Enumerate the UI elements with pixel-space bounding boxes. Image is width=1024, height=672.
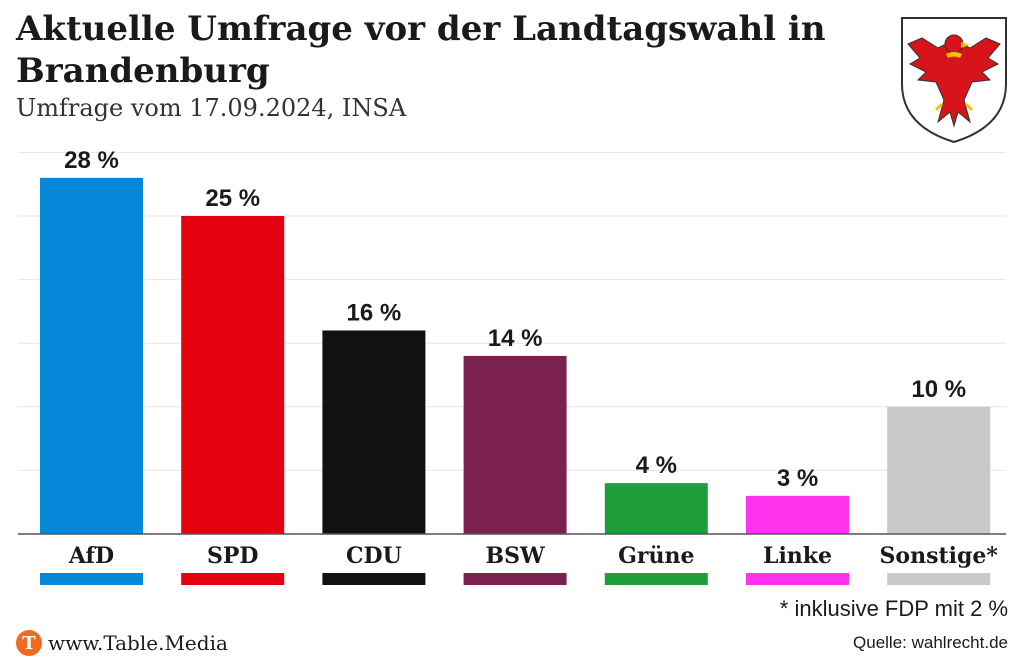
legend-swatch-5 [746,573,849,585]
value-label: 16 % [347,299,402,326]
table-media-logo-icon: T [16,630,42,656]
legend-swatch-0 [40,573,143,585]
legend-swatch-1 [181,573,285,585]
brandenburg-coat-of-arms-icon [901,17,1007,144]
category-label: SPD [207,543,259,569]
legend-swatch-6 [887,573,991,585]
bar-3 [463,355,567,534]
value-label: 14 % [488,325,543,352]
brand[interactable]: T www.Table.Media [16,630,228,656]
legend-swatch-2 [322,573,426,585]
bar-0 [40,177,143,534]
value-label: 3 % [777,465,818,492]
bar-4 [604,483,708,534]
value-label: 28 % [64,147,119,174]
category-label: AfD [68,543,114,569]
source-note: Quelle: wahlrecht.de [853,633,1008,652]
category-label: Grüne [618,543,694,569]
bar-6 [887,406,991,534]
legend-swatch-3 [463,573,567,585]
footnote: * inklusive FDP mit 2 % [779,596,1008,621]
value-label: 10 % [911,376,966,403]
brand-url: www.Table.Media [48,631,228,655]
bar-1 [181,216,285,534]
value-label: 25 % [205,185,260,212]
value-label: 4 % [636,452,677,479]
category-label: Linke [763,543,832,569]
chart-title: Aktuelle Umfrage vor der Landtagswahl in… [16,9,826,91]
category-label: Sonstige* [880,543,999,569]
category-label: CDU [346,543,402,569]
bar-5 [746,495,849,534]
bar-2 [322,330,426,534]
category-label: BSW [485,543,544,569]
legend-swatch-4 [604,573,708,585]
chart-subtitle: Umfrage vom 17.09.2024, INSA [16,94,407,122]
